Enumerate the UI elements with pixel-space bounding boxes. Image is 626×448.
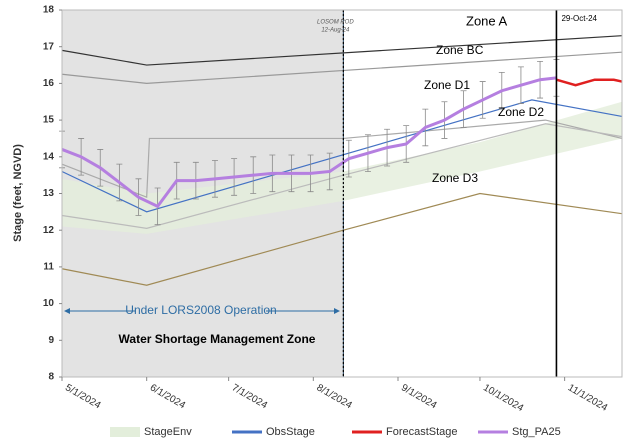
y-axis-label: Stage (feet, NGVD) (12, 144, 24, 242)
y-tick-label: 17 (43, 41, 55, 52)
legend-swatch (110, 427, 140, 437)
zone-line (61, 35, 623, 66)
area (62, 101, 622, 234)
y-tick-label: 12 (43, 225, 55, 236)
series-line (61, 76, 557, 209)
x-tick-label: 6/1/2024 (148, 382, 188, 411)
legend-label: Stg_PA25 (512, 426, 561, 438)
zone-line (61, 51, 623, 85)
x-tick-label: 10/1/2024 (481, 382, 525, 414)
annotation: Water Shortage Management Zone (119, 332, 316, 346)
marker-label: 29-Oct-24 (561, 14, 597, 23)
y-tick-label: 11 (43, 262, 54, 273)
x-tick-label: 8/1/2024 (314, 382, 354, 411)
marker-label: 12-Aug-24 (321, 28, 350, 34)
y-tick-label: 8 (48, 372, 54, 383)
x-tick-label: 9/1/2024 (399, 382, 439, 411)
x-tick-label: 7/1/2024 (230, 382, 270, 411)
plot-area: LOSOM ROD 12-Aug-24 29-Oct-24 8 9 10 11 12 13 14 1… (43, 5, 623, 414)
zone-label: Zone D1 (424, 78, 470, 92)
series-line (61, 99, 623, 213)
y-tick-label: 16 (43, 78, 55, 89)
zone-label: Zone D2 (498, 105, 544, 119)
zone-label: Zone BC (436, 43, 484, 57)
y-tick-label: 15 (43, 115, 55, 126)
annotation: Under LORS2008 Operation (125, 303, 276, 317)
y-tick-label: 10 (43, 298, 55, 309)
y-tick-label: 9 (48, 335, 54, 346)
y-tick-label: 14 (43, 151, 55, 162)
x-tick-label: 5/1/2024 (63, 382, 103, 411)
legend-label: ForecastStage (386, 426, 458, 438)
legend-label: ObsStage (266, 426, 315, 438)
x-tick-label: 11/1/2024 (566, 382, 610, 414)
marker-note: LOSOM ROD (317, 20, 354, 26)
zone-label: Zone A (466, 13, 508, 28)
y-tick-label: 18 (43, 5, 55, 16)
legend-label: StageEnv (144, 426, 192, 438)
series-line (556, 78, 623, 87)
y-tick-label: 13 (43, 188, 55, 199)
zone-label: Zone D3 (432, 171, 478, 185)
